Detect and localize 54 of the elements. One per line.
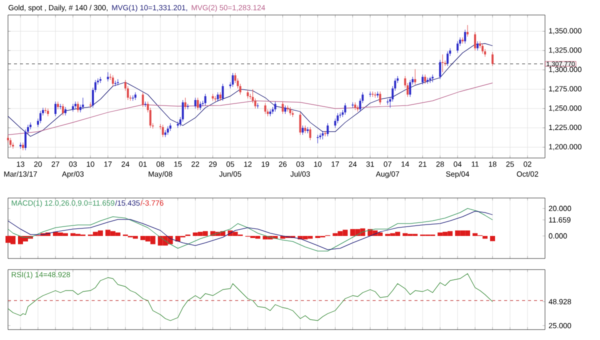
candlestick: [76, 101, 79, 113]
candlestick: [456, 41, 459, 54]
candlestick: [344, 102, 346, 115]
candlestick: [22, 142, 24, 151]
candlestick: [442, 54, 444, 72]
candlestick: [232, 72, 234, 88]
candlestick: [112, 75, 114, 86]
candlestick: [302, 125, 304, 136]
candlestick: [12, 142, 14, 149]
line-series: [8, 82, 493, 136]
candlestick: [379, 91, 382, 105]
candlestick: [54, 101, 56, 117]
candlestick: [439, 60, 442, 80]
candlestick: [299, 112, 302, 136]
candlestick: [482, 43, 484, 54]
candlestick: [19, 142, 22, 149]
candlestick: [474, 32, 476, 51]
candlestick: [116, 78, 119, 86]
candlestick: [204, 94, 206, 106]
candlestick: [466, 24, 469, 37]
candlestick: [222, 84, 224, 102]
candlestick: [72, 104, 74, 112]
candlestick: [10, 138, 12, 148]
candlestick: [59, 104, 62, 110]
candlestick: [162, 124, 164, 138]
candlestick: [56, 101, 59, 110]
candlestick: [184, 97, 186, 110]
bar: [490, 236, 496, 242]
candlestick: [142, 92, 144, 108]
candlestick: [216, 92, 219, 102]
candlestick: [196, 97, 199, 110]
candlestick: [409, 80, 412, 98]
candlestick: [464, 29, 466, 44]
candlestick: [309, 126, 312, 140]
candlestick: [476, 41, 479, 51]
candlestick: [62, 104, 64, 116]
candlestick: [89, 102, 92, 108]
candlestick: [326, 122, 329, 137]
candlestick: [446, 51, 449, 66]
candlestick: [24, 129, 26, 151]
candlestick: [44, 108, 46, 114]
candlestick: [46, 108, 49, 117]
candlestick: [424, 74, 426, 84]
candlestick: [282, 101, 284, 114]
candlestick: [492, 52, 494, 66]
candlestick: [264, 102, 266, 114]
bar: [482, 236, 488, 239]
candlestick: [64, 106, 66, 116]
candlestick: [414, 68, 416, 85]
candlestick: [82, 97, 84, 110]
candlestick: [194, 97, 196, 109]
candlestick: [39, 110, 42, 124]
candlestick: [274, 101, 276, 112]
candlestick: [422, 74, 424, 85]
